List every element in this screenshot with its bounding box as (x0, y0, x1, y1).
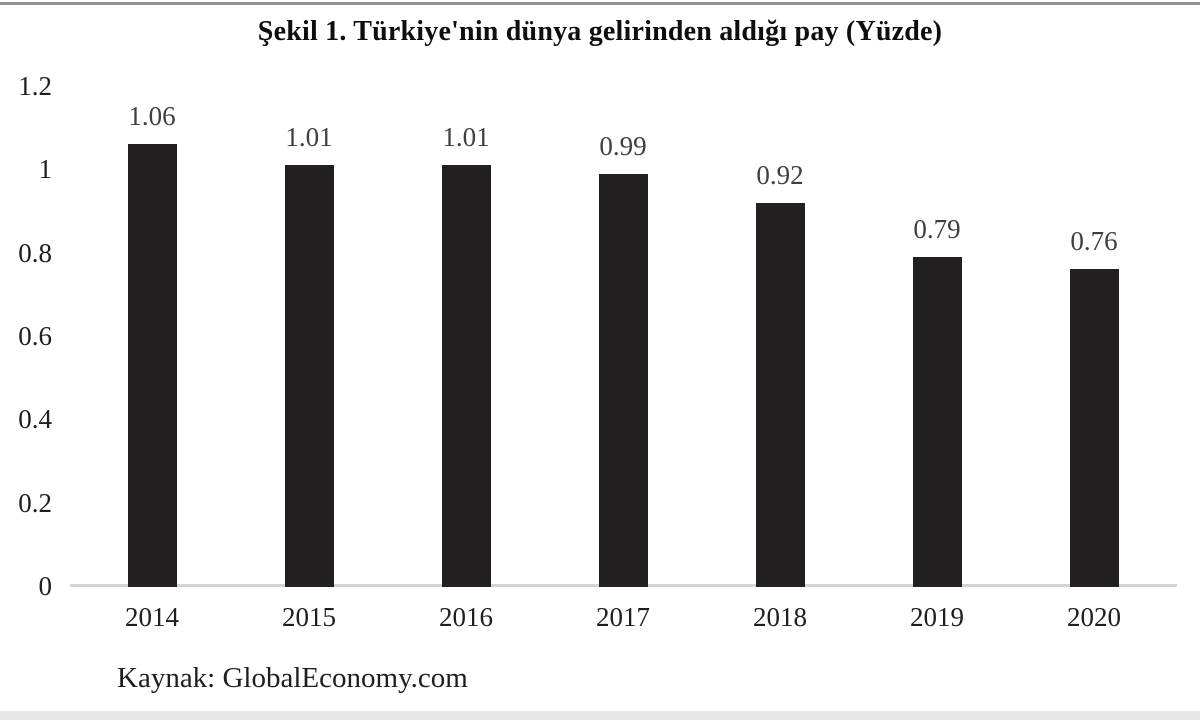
x-tick-label-2016: 2016 (439, 602, 493, 632)
x-tick-label-2019: 2019 (910, 602, 964, 632)
y-tick-label-1.2: 1.2 (18, 71, 52, 101)
top-border-line (0, 2, 1200, 5)
x-tick-label-2015: 2015 (282, 602, 336, 632)
bar-value-label-2019: 0.79 (913, 213, 961, 244)
y-tick-label-1: 1 (38, 154, 53, 185)
y-tick-label-0.8: 0.8 (18, 237, 52, 268)
bar-2015 (284, 165, 334, 587)
y-tick-label-0.6: 0.6 (18, 321, 52, 351)
bar-2014 (127, 144, 177, 587)
bar-value-label-2014: 1.06 (128, 101, 176, 132)
bar-2019 (912, 256, 962, 587)
bar-value-label-2017: 0.99 (599, 130, 647, 161)
y-tick-label-0: 0 (38, 571, 53, 601)
bottom-strip (0, 711, 1200, 720)
bar-value-label-2016: 1.01 (442, 122, 490, 153)
y-tick-label-0.2: 0.2 (18, 487, 52, 518)
chart-title: Şekil 1. Türkiye'nin dünya gelirinden al… (257, 16, 943, 47)
bar-2018 (755, 202, 805, 587)
bar-value-label-2020: 0.76 (1070, 226, 1118, 257)
bar-2016 (441, 165, 491, 587)
bar-2017 (598, 173, 648, 587)
bar-value-label-2015: 1.01 (285, 122, 333, 153)
bar-2020 (1069, 269, 1119, 587)
source-caption: Kaynak: GlobalEconomy.com (117, 662, 468, 694)
x-tick-label-2018: 2018 (753, 602, 807, 632)
y-tick-label-0.4: 0.4 (18, 404, 52, 435)
x-tick-label-2020: 2020 (1067, 602, 1121, 632)
x-tick-label-2017: 2017 (596, 602, 650, 632)
x-tick-label-2014: 2014 (125, 602, 179, 632)
bar-value-label-2018: 0.92 (756, 159, 804, 190)
